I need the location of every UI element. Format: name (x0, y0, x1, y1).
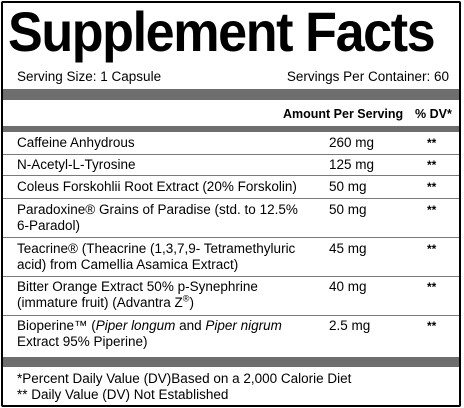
ingredient-dv: ** (427, 280, 437, 294)
serving-info: Serving Size: 1 Capsule Servings Per Con… (17, 69, 449, 85)
ingredient-amount: 260 mg (329, 135, 375, 150)
ingredient-amount: 125 mg (329, 157, 375, 172)
ingredient-row: Teacrine® (Theacrine (1,3,7,9- Tetrameth… (3, 238, 459, 277)
ingredient-row: N-Acetyl-L-Tyrosine 125 mg ** (3, 155, 459, 176)
ingredient-name-italic: Piper longum (95, 318, 176, 333)
ingredient-row: Coleus Forskohlii Root Extract (20% Fors… (3, 176, 459, 199)
ingredient-amount: 50 mg (329, 179, 367, 194)
ingredient-name: Teacrine® (Theacrine (1,3,7,9- Tetrameth… (17, 241, 329, 273)
ingredient-row: Caffeine Anhydrous 260 mg ** (3, 132, 459, 155)
ingredient-dv: ** (427, 136, 437, 150)
ingredient-row: Bitter Orange Extract 50% p-Synephrine (… (3, 277, 459, 316)
header-divider (3, 126, 459, 132)
ingredient-name: N-Acetyl-L-Tyrosine (17, 157, 136, 172)
ingredient-name: Bioperine™ (Piper longum and Piper nigru… (17, 318, 329, 350)
amount-per-serving-header: Amount Per Serving (283, 107, 404, 121)
panel-title: Supplement Facts (8, 0, 436, 63)
registered-mark: ® (182, 293, 190, 304)
footnote-daily-value: *Percent Daily Value (DV)Based on a 2,00… (17, 371, 352, 386)
ingredient-dv: ** (427, 158, 437, 172)
ingredient-amount: 45 mg (329, 241, 367, 256)
serving-size: Serving Size: 1 Capsule (17, 69, 162, 84)
servings-per-container: Servings Per Container: 60 (286, 69, 449, 84)
ingredient-amount: 40 mg (329, 279, 367, 294)
ingredient-name-line: Teacrine® (Theacrine (1,3,7,9- Tetrameth… (17, 241, 296, 256)
ingredient-row: Paradoxine® Grains of Paradise (std. to … (3, 199, 459, 238)
ingredient-name-line: (immature fruit) (Advantra Z (17, 295, 183, 310)
ingredient-name-line: and (175, 318, 206, 333)
ingredient-name: Coleus Forskohlii Root Extract (20% Fors… (17, 179, 297, 194)
ingredient-name: Caffeine Anhydrous (17, 135, 135, 150)
ingredient-name: Bitter Orange Extract 50% p-Synephrine (… (17, 279, 329, 311)
ingredient-name-line: Bitter Orange Extract 50% p-Synephrine (17, 279, 258, 294)
ingredient-dv: ** (427, 319, 437, 333)
thick-divider (3, 89, 459, 100)
ingredient-amount: 2.5 mg (329, 318, 371, 333)
ingredient-name-line: ) (189, 295, 194, 310)
ingredient-name-line: Paradoxine® Grains of Paradise (std. to … (17, 202, 298, 217)
ingredient-name-line: Extract 95% Piperine) (17, 334, 148, 349)
footnote-not-established: ** Daily Value (DV) Not Established (17, 387, 229, 402)
ingredient-dv: ** (427, 242, 437, 256)
ingredient-name-line: Bioperine™ ( (17, 318, 96, 333)
ingredient-name-line: acid) from Camellia Asamica Extract) (17, 257, 239, 272)
ingredient-row: Bioperine™ (Piper longum and Piper nigru… (3, 316, 459, 356)
ingredient-name-italic: Piper nigrum (205, 318, 282, 333)
bottom-divider (3, 357, 459, 367)
ingredient-name: Paradoxine® Grains of Paradise (std. to … (17, 202, 329, 234)
daily-value-header: % DV* (415, 107, 452, 121)
ingredient-name-line: 6-Paradol) (17, 218, 81, 233)
ingredient-dv: ** (427, 180, 437, 194)
ingredient-amount: 50 mg (329, 202, 367, 217)
ingredient-dv: ** (427, 203, 437, 217)
